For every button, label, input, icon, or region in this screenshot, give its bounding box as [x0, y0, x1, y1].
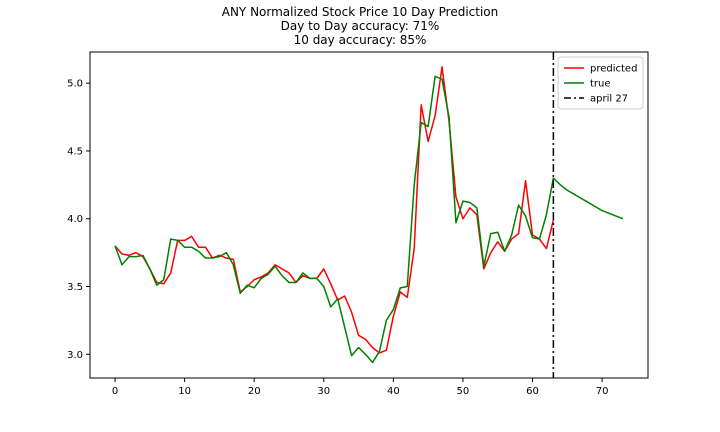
- chart-title: ANY Normalized Stock Price 10 Day Predic…: [221, 5, 499, 19]
- x-tick-label: 60: [526, 386, 539, 397]
- x-tick-label: 50: [457, 386, 470, 397]
- x-tick-label: 10: [178, 386, 191, 397]
- y-tick-label: 4.5: [67, 146, 83, 157]
- y-tick-label: 4.0: [67, 214, 83, 225]
- legend-box: [557, 56, 644, 110]
- axes-frame: [89, 51, 649, 379]
- y-axis-ticks: 3.0 3.5 4.0 4.5 5.0: [67, 79, 90, 361]
- x-tick-label: 40: [387, 386, 400, 397]
- plot-lines: [114, 66, 624, 364]
- y-tick-label: 3.0: [67, 350, 83, 361]
- chart-subtitle-10day-accuracy: 10 day accuracy: 85%: [293, 33, 427, 47]
- x-tick-label: 70: [596, 386, 609, 397]
- legend-label-true: true: [590, 79, 611, 90]
- y-tick-label: 5.0: [67, 79, 83, 90]
- legend-label-april-27: april 27: [590, 94, 628, 105]
- x-tick-label: 0: [112, 386, 118, 397]
- x-axis-ticks: 0 10 20 30 40 50 60 70: [112, 378, 609, 397]
- y-tick-label: 3.5: [67, 282, 83, 293]
- series-line-predicted: [114, 66, 555, 354]
- legend-label-predicted: predicted: [590, 64, 637, 75]
- legend: predicted true april 27: [557, 56, 644, 110]
- x-tick-label: 30: [317, 386, 330, 397]
- series-line-true: [114, 75, 624, 364]
- x-tick-label: 20: [248, 386, 261, 397]
- chart-subtitle-day-accuracy: Day to Day accuracy: 71%: [280, 19, 440, 33]
